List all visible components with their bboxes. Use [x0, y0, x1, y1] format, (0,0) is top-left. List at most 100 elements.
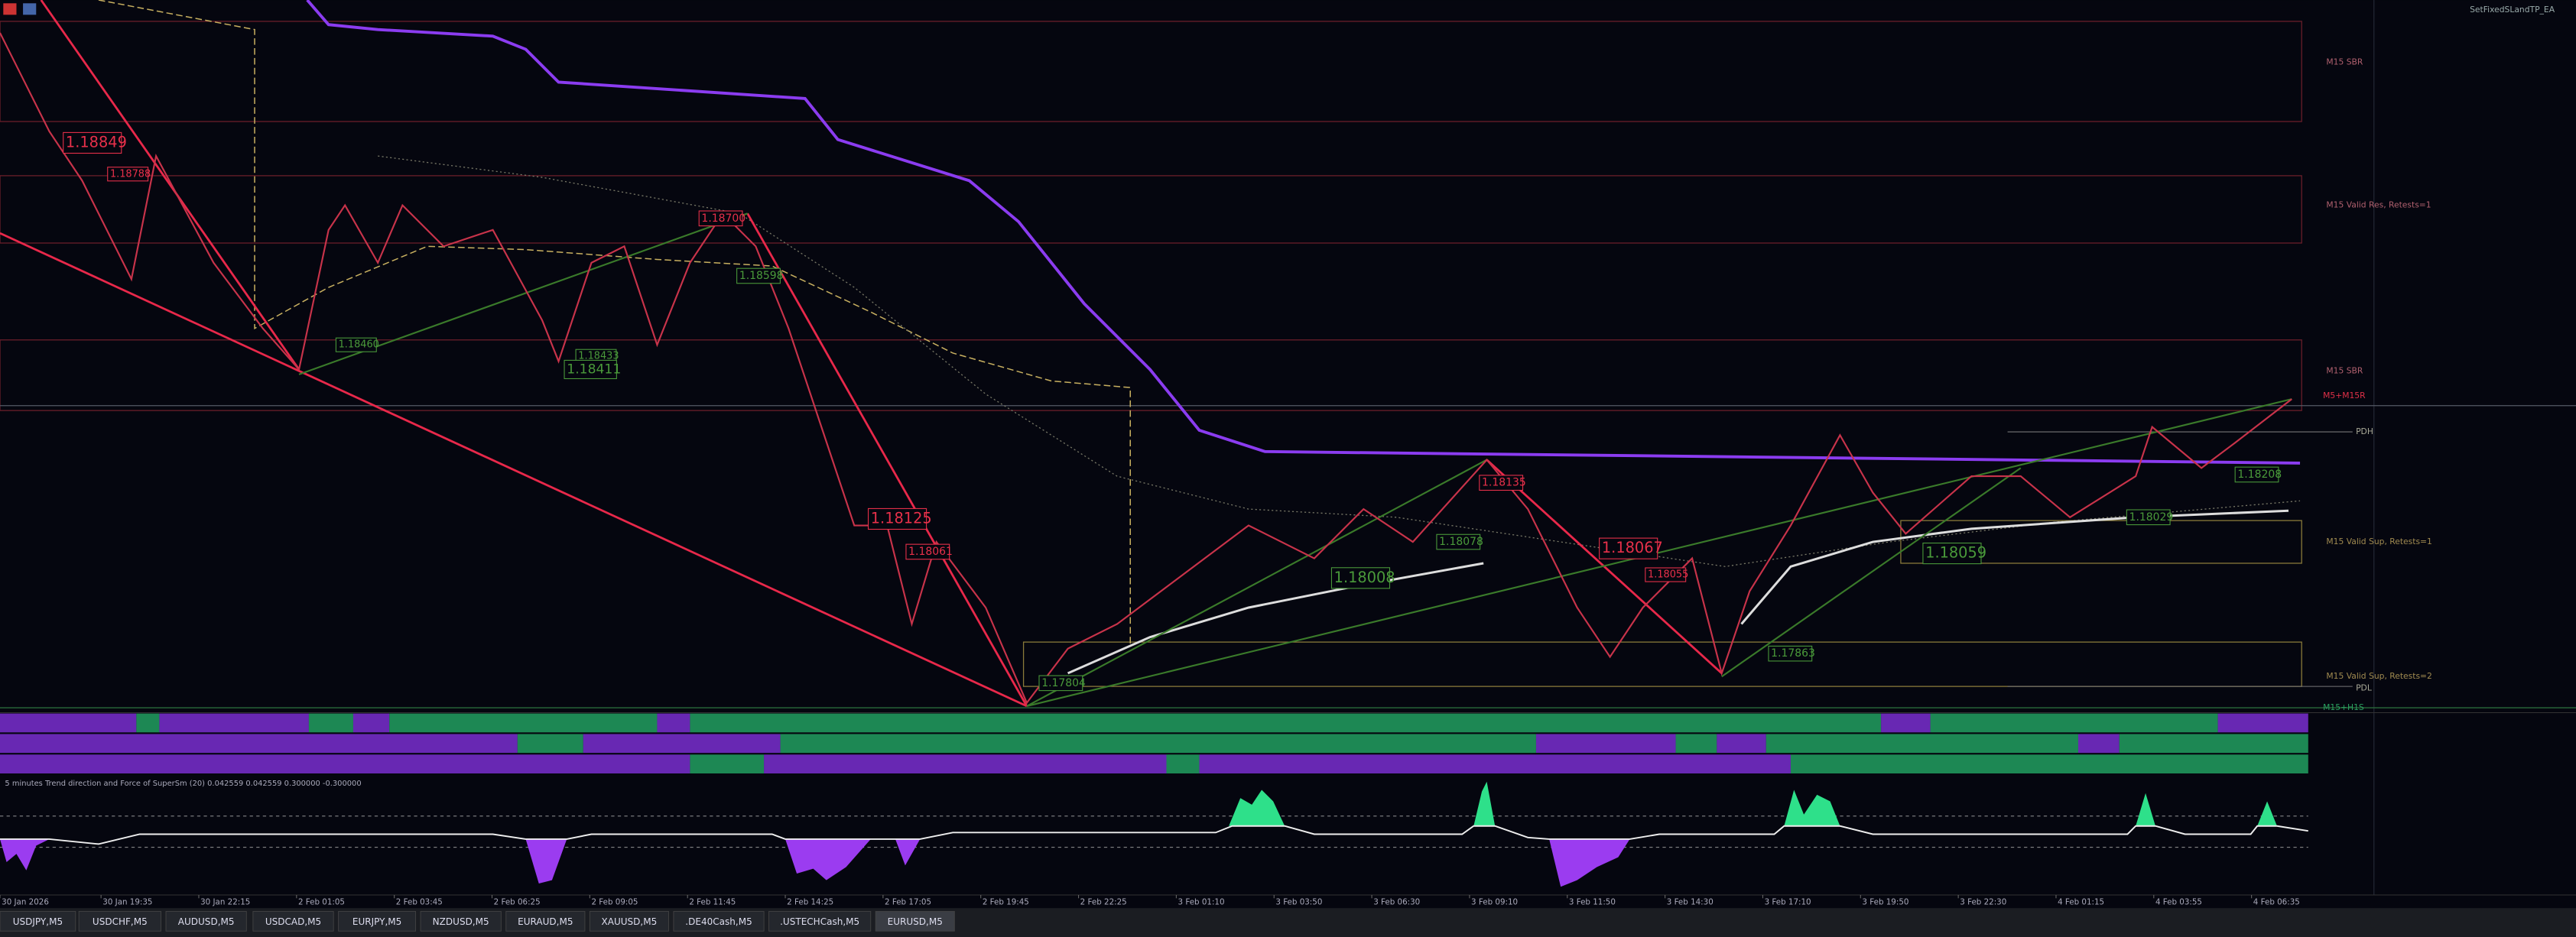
- time-label: 3 Feb 22:30: [1960, 898, 2006, 907]
- trend-segment: [1790, 754, 2308, 773]
- zone-label: M15 Valid Sup, Retests=2: [2326, 671, 2431, 681]
- time-label: 2 Feb 19:45: [983, 898, 1029, 907]
- trend-segment: [389, 713, 658, 733]
- tab-label[interactable]: .USTECHCash,M5: [780, 916, 859, 927]
- time-label: 4 Feb 01:15: [2058, 898, 2104, 907]
- price-label-box: [63, 131, 122, 154]
- tab-label[interactable]: EURUSD,M5: [888, 916, 943, 927]
- trend-segment: [780, 734, 1536, 754]
- price-label: 1.18067: [1602, 539, 1663, 556]
- tab[interactable]: [875, 911, 955, 932]
- price-label-box: [2126, 509, 2171, 526]
- price-label: 1.17804: [1041, 677, 1086, 689]
- trend-segment: [352, 713, 390, 733]
- tabs: USDJPY,M5 USDCHF,M5 AUDUSD,M5 USDCAD,M5 EURJ…: [0, 911, 955, 932]
- tab[interactable]: [338, 911, 417, 932]
- time-label: 30 Jan 22:15: [200, 898, 250, 907]
- time-label: 2 Feb 09:05: [591, 898, 638, 907]
- time-label: 2 Feb 03:45: [396, 898, 443, 907]
- price-label-box: [107, 167, 149, 182]
- time-label: 3 Feb 06:30: [1373, 898, 1420, 907]
- force-down: [0, 838, 1630, 887]
- time-label: 4 Feb 06:35: [2253, 898, 2300, 907]
- trend-segment: [517, 734, 583, 754]
- tab[interactable]: [165, 911, 247, 932]
- tab[interactable]: [673, 911, 765, 932]
- force-line: [0, 825, 2308, 845]
- price-label: 1.18061: [908, 546, 953, 558]
- trend-segment: [1766, 734, 2078, 754]
- trend-segment: [1199, 754, 1791, 773]
- price-label-box: [1645, 567, 1687, 582]
- tab-label[interactable]: XAUUSD,M5: [602, 916, 658, 927]
- price-label: 1.18135: [1482, 477, 1526, 489]
- time-label: 4 Feb 03:55: [2155, 898, 2202, 907]
- price-label-box: [1038, 675, 1083, 692]
- tab-label[interactable]: NZDUSD,M5: [433, 916, 489, 927]
- trend-segment: [1535, 734, 1676, 754]
- tab[interactable]: [589, 911, 669, 932]
- icon: [23, 3, 37, 15]
- tab[interactable]: [420, 911, 502, 932]
- force-up: [1229, 781, 2277, 826]
- time-label: 2 Feb 17:05: [885, 898, 931, 907]
- trend-segment: [159, 713, 309, 733]
- time-label: 3 Feb 17:10: [1765, 898, 1811, 907]
- tab[interactable]: [0, 911, 76, 932]
- price-label-box: [1436, 533, 1481, 550]
- purple-ma: [306, 0, 2301, 465]
- price-label-box: [335, 337, 377, 352]
- trend-segment: [0, 734, 518, 754]
- tab-label[interactable]: AUDUSD,M5: [178, 916, 235, 927]
- tab-label[interactable]: USDCHF,M5: [93, 916, 148, 927]
- time-label: 3 Feb 03:50: [1275, 898, 1322, 907]
- trend-segment: [0, 713, 137, 733]
- zone-labels: M15 SBR M15 Valid Res, Retests=1 M15 SBR M5…: [2323, 57, 2432, 712]
- icon: [3, 3, 17, 15]
- zones: [0, 21, 2302, 687]
- time-label: 3 Feb 01:10: [1178, 898, 1225, 907]
- price-label: 1.18788: [110, 168, 151, 180]
- indicator-caption: 5 minutes Trend direction and Force of S…: [5, 780, 361, 788]
- zone-label: M15 SBR: [2326, 57, 2363, 67]
- price-label: 1.18125: [871, 509, 932, 527]
- price-label-box: [1768, 645, 1813, 662]
- trendlines-red: [0, 0, 1723, 708]
- tab[interactable]: [78, 911, 161, 932]
- tab-label[interactable]: EURAUD,M5: [518, 916, 573, 927]
- time-label: 30 Jan 19:35: [102, 898, 152, 907]
- tab-label[interactable]: .DE40Cash,M5: [685, 916, 752, 927]
- trend-segment: [0, 754, 690, 773]
- price-label: 1.18433: [578, 351, 619, 362]
- tab-label[interactable]: USDJPY,M5: [13, 916, 63, 927]
- price-label: 1.18460: [339, 339, 379, 351]
- price-line: [0, 32, 2292, 705]
- ea-label: SetFixedSLandTP_EA: [2470, 5, 2555, 15]
- price-label-box: [1330, 567, 1391, 589]
- time-label: 2 Feb 11:45: [689, 898, 736, 907]
- tab[interactable]: [768, 911, 872, 932]
- price-label: 1.18008: [1334, 569, 1395, 586]
- trend-segment: [1675, 734, 1717, 754]
- tab[interactable]: [252, 911, 334, 932]
- price-label-box: [1479, 475, 1524, 491]
- zone-label: M15 Valid Sup, Retests=1: [2326, 537, 2431, 546]
- price-label-box: [564, 359, 617, 380]
- price-label: 1.18849: [66, 133, 127, 151]
- price-label: 1.18055: [1648, 569, 1688, 581]
- tab-label[interactable]: EURJPY,M5: [352, 916, 401, 927]
- trend-segment: [2217, 713, 2308, 733]
- tab[interactable]: [505, 911, 586, 932]
- price-label-box: [867, 507, 927, 530]
- time-label: 3 Feb 19:50: [1862, 898, 1908, 907]
- tab-label[interactable]: USDCAD,M5: [265, 916, 321, 927]
- price-label: 1.18411: [567, 362, 621, 377]
- trend-segment: [2077, 734, 2120, 754]
- time-label: 2 Feb 06:25: [494, 898, 541, 907]
- trend-segment: [583, 734, 781, 754]
- trend-segment: [690, 754, 765, 773]
- price-label: 1.18700: [701, 212, 746, 225]
